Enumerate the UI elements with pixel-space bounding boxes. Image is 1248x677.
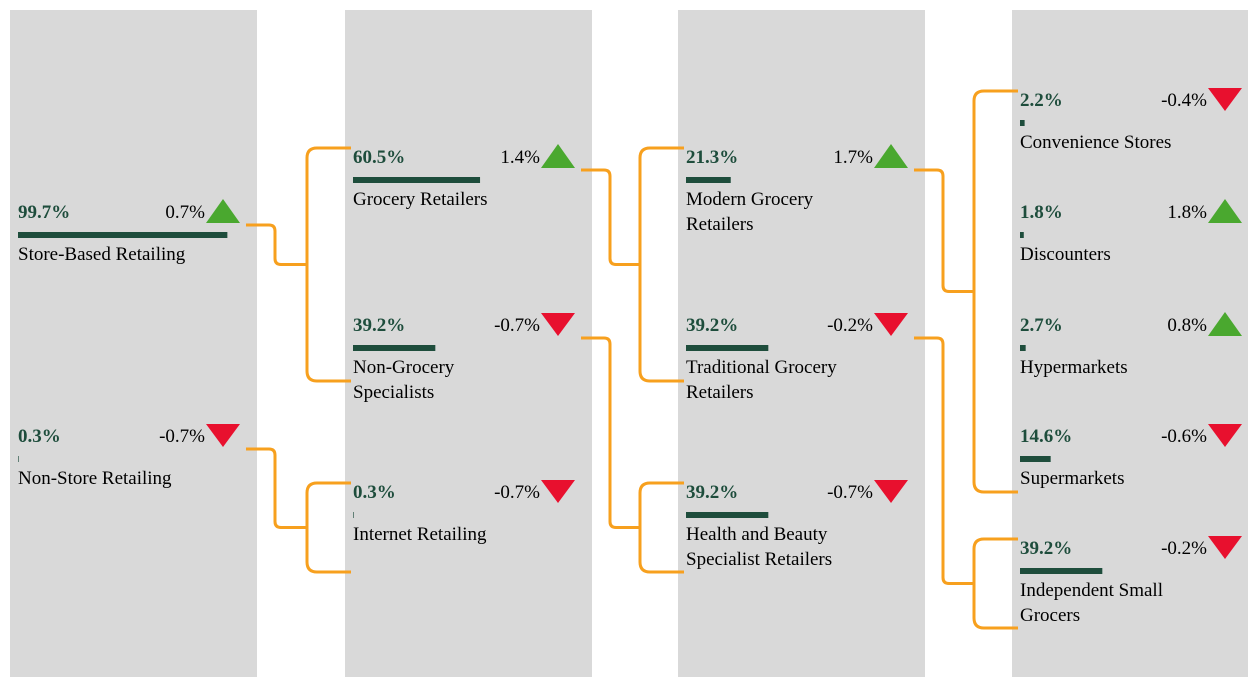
column <box>10 10 257 677</box>
change-label: -0.4% <box>1161 90 1207 111</box>
share-bar <box>353 345 436 351</box>
connector <box>581 168 640 266</box>
up-arrow <box>1208 199 1242 223</box>
share-bar <box>1020 120 1025 126</box>
change-label: 1.4% <box>500 147 540 168</box>
change-label: 0.7% <box>165 202 205 223</box>
connector <box>246 223 307 266</box>
node-label: Hypermarkets <box>1020 357 1128 378</box>
change-label: 1.7% <box>833 147 873 168</box>
share-bar <box>18 456 19 462</box>
share-bar <box>686 512 769 518</box>
change-label: -0.7% <box>494 315 540 336</box>
down-arrow <box>1208 536 1242 559</box>
change-label: -0.2% <box>827 315 873 336</box>
share-label: 39.2% <box>1020 538 1073 559</box>
node-label: Traditional Grocery Retailers <box>686 357 837 403</box>
bracket <box>305 481 351 574</box>
down-arrow <box>541 313 575 336</box>
change-label: -0.7% <box>827 482 873 503</box>
column <box>678 10 925 677</box>
share-label: 39.2% <box>686 315 739 336</box>
down-arrow <box>1208 88 1242 111</box>
share-bar <box>1020 568 1103 574</box>
share-label: 0.3% <box>353 482 396 503</box>
share-label: 0.3% <box>18 426 61 447</box>
share-bar <box>1020 345 1026 351</box>
bracket <box>972 537 1018 630</box>
share-label: 1.8% <box>1020 202 1063 223</box>
share-bar <box>353 177 481 183</box>
down-arrow <box>874 313 908 336</box>
bracket <box>305 146 351 383</box>
change-label: 1.8% <box>1167 202 1207 223</box>
node-label: Independent Small Grocers <box>1020 580 1163 626</box>
down-arrow <box>206 424 240 447</box>
node-label: Health and Beauty Specialist Retailers <box>686 524 833 570</box>
connector <box>914 336 974 585</box>
share-bar <box>353 512 354 518</box>
node-label: Modern Grocery Retailers <box>686 189 814 235</box>
up-arrow <box>206 199 240 223</box>
column <box>345 10 592 677</box>
share-label: 14.6% <box>1020 426 1073 447</box>
up-arrow <box>1208 312 1242 336</box>
share-label: 39.2% <box>686 482 739 503</box>
share-bar <box>686 177 731 183</box>
change-label: -0.2% <box>1161 538 1207 559</box>
share-label: 60.5% <box>353 147 406 168</box>
share-label: 21.3% <box>686 147 739 168</box>
connector <box>246 447 307 529</box>
bracket <box>638 146 684 383</box>
node-label: Supermarkets <box>1020 468 1125 489</box>
node-label: Convenience Stores <box>1020 132 1172 153</box>
node-label: Store-Based Retailing <box>18 244 186 265</box>
node-label: Grocery Retailers <box>353 189 488 210</box>
node-label: Discounters <box>1020 244 1111 265</box>
up-arrow <box>874 144 908 168</box>
bracket <box>638 481 684 574</box>
change-label: -0.7% <box>494 482 540 503</box>
down-arrow <box>541 480 575 503</box>
share-label: 39.2% <box>353 315 406 336</box>
up-arrow <box>541 144 575 168</box>
down-arrow <box>1208 424 1242 447</box>
connector <box>914 168 974 293</box>
connector <box>581 336 640 529</box>
bracket <box>972 89 1018 494</box>
node-label: Non-Store Retailing <box>18 468 172 489</box>
change-label: 0.8% <box>1167 315 1207 336</box>
down-arrow <box>874 480 908 503</box>
share-bar <box>686 345 769 351</box>
share-label: 2.7% <box>1020 315 1063 336</box>
column <box>1012 10 1248 677</box>
node-label: Non-Grocery Specialists <box>353 357 455 403</box>
share-label: 2.2% <box>1020 90 1063 111</box>
share-label: 99.7% <box>18 202 71 223</box>
change-label: -0.6% <box>1161 426 1207 447</box>
share-bar <box>1020 232 1024 238</box>
share-bar <box>18 232 228 238</box>
node-label: Internet Retailing <box>353 524 487 545</box>
change-label: -0.7% <box>159 426 205 447</box>
share-bar <box>1020 456 1051 462</box>
